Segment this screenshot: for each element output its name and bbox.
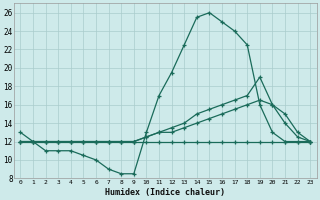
- X-axis label: Humidex (Indice chaleur): Humidex (Indice chaleur): [105, 188, 225, 197]
